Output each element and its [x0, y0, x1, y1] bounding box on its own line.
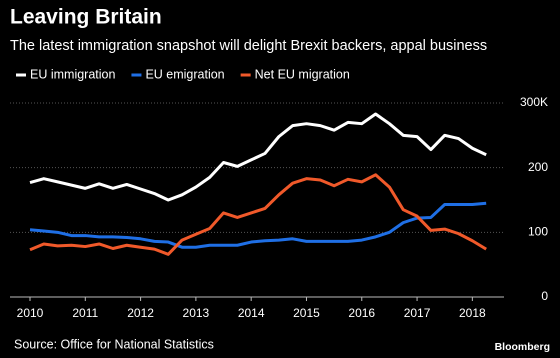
x-tick-label: 2015 [293, 306, 320, 320]
legend-label: EU immigration [30, 67, 115, 81]
y-tick-label: 0 [541, 289, 548, 303]
chart-title: Leaving Britain [10, 6, 162, 29]
x-tick-label: 2010 [17, 306, 44, 320]
legend-label: EU emigration [145, 67, 224, 81]
series-line [29, 201, 487, 249]
x-tick-label: 2017 [404, 306, 431, 320]
series-line [29, 173, 487, 256]
series-line [29, 112, 487, 202]
legend-label: Net EU migration [255, 67, 350, 81]
y-tick-label: 200 [528, 160, 548, 174]
x-tick-label: 2012 [127, 306, 154, 320]
brand: Bloomberg [495, 341, 550, 353]
x-tick-label: 2011 [72, 306, 98, 320]
x-tick-label: 2016 [348, 306, 375, 320]
chart-subtitle: The latest immigration snapshot will del… [10, 38, 487, 54]
x-tick-label: 2014 [238, 306, 265, 320]
y-tick-label: 300K [520, 95, 548, 109]
source: Source: Office for National Statistics [14, 337, 214, 351]
x-tick-label: 2018 [459, 306, 486, 320]
y-tick-label: 100 [528, 225, 548, 239]
x-tick-label: 2013 [183, 306, 210, 320]
